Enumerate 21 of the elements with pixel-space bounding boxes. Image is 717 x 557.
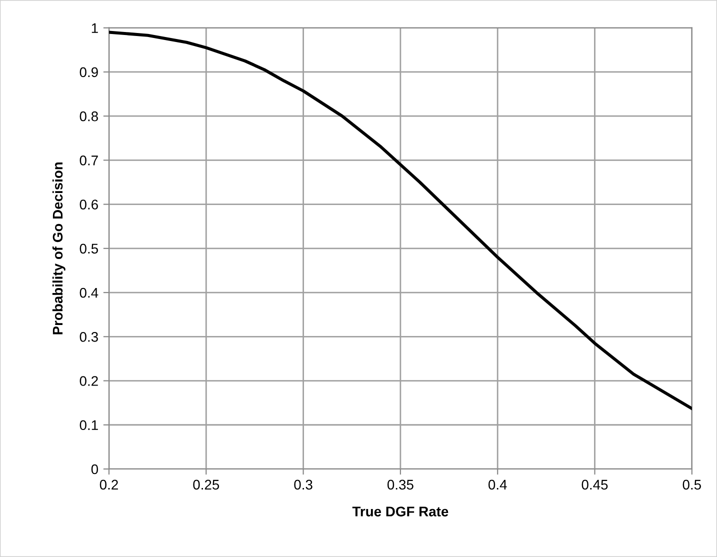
y-tick-label: 0.8 bbox=[80, 111, 98, 122]
y-tick-label: 0.6 bbox=[80, 200, 98, 210]
x-axis-title: True DGF Rate bbox=[352, 506, 448, 516]
y-tick-label: 0.3 bbox=[80, 332, 98, 342]
x-tick-label: 0.3 bbox=[294, 480, 312, 490]
x-tick-label: 0.4 bbox=[488, 480, 507, 490]
y-tick-label: 0.7 bbox=[80, 156, 98, 166]
y-axis-title: Probability of Go Decision bbox=[52, 162, 66, 334]
line-series bbox=[108, 30, 692, 410]
x-tick-label: 0.25 bbox=[193, 480, 220, 490]
y-tick-label: 1 bbox=[92, 23, 98, 33]
x-tick-label: 0.2 bbox=[100, 480, 118, 490]
y-tick-label: 0.5 bbox=[80, 244, 98, 254]
x-tick-label: 0.45 bbox=[582, 480, 608, 490]
y-tick-label: 0.9 bbox=[80, 67, 98, 78]
x-tick-label: 0.5 bbox=[682, 480, 701, 490]
y-tick-label: 0.4 bbox=[80, 288, 98, 298]
x-tick-label: 0.35 bbox=[387, 480, 414, 490]
y-tick-label: 0.2 bbox=[80, 376, 98, 386]
y-tick-label: 0 bbox=[91, 464, 98, 474]
y-tick-label: 0.1 bbox=[80, 420, 98, 430]
